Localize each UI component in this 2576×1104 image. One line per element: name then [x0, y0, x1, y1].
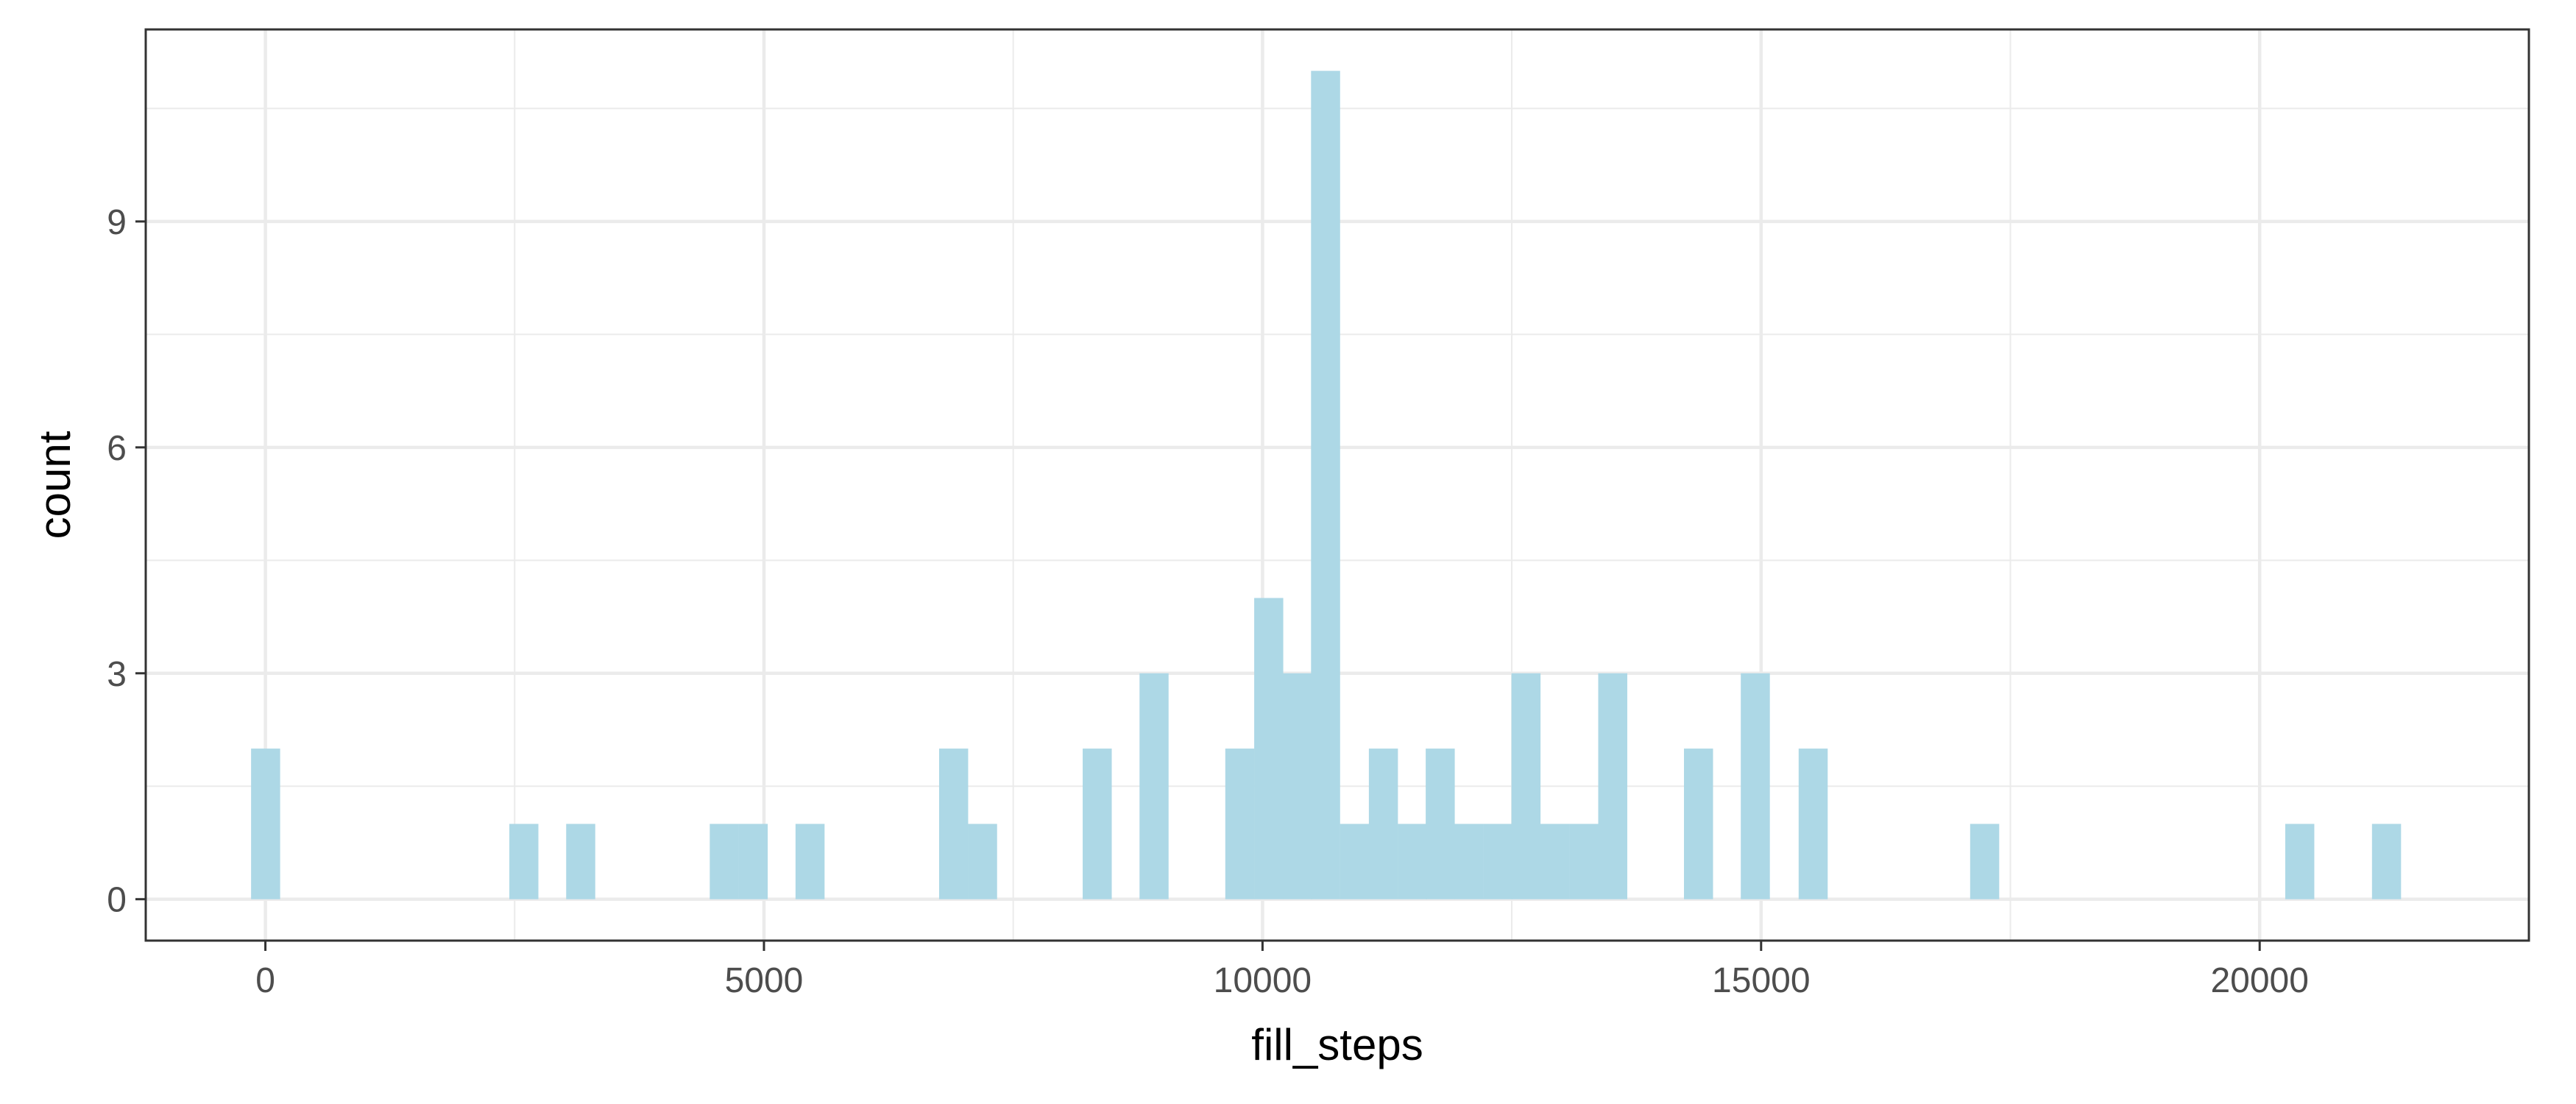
histogram-bar — [738, 824, 768, 899]
histogram-bar — [251, 749, 280, 899]
histogram-bar — [2285, 824, 2315, 899]
x-axis-ticks — [264, 941, 2261, 951]
histogram-bar — [1139, 673, 1169, 899]
y-axis-tick-labels: 0 3 6 9 — [107, 203, 127, 920]
histogram-bar — [2371, 824, 2402, 899]
histogram-bar — [1340, 824, 1370, 899]
histogram-bar — [1454, 824, 1484, 899]
y-tick-label: 9 — [107, 203, 127, 242]
histogram-bar — [1970, 824, 2000, 899]
histogram-bar — [1283, 673, 1312, 899]
y-tick-label: 3 — [107, 655, 127, 694]
histogram-bar — [1483, 824, 1513, 899]
x-tick-label: 15000 — [1712, 961, 1810, 1000]
histogram-bar — [938, 749, 969, 899]
histogram-bars — [251, 71, 2402, 899]
y-axis-title: count — [30, 431, 79, 539]
x-tick-label: 0 — [255, 961, 275, 1000]
histogram-bar — [1398, 824, 1427, 899]
x-tick-label: 5000 — [725, 961, 804, 1000]
histogram-bar — [1254, 598, 1284, 899]
x-tick-label: 20000 — [2210, 961, 2308, 1000]
histogram-bar — [1741, 673, 1770, 899]
x-axis-tick-labels: 0 5000 10000 15000 20000 — [255, 961, 2309, 1000]
histogram-bar — [1368, 749, 1398, 899]
x-tick-label: 10000 — [1214, 961, 1312, 1000]
histogram-bar — [1798, 749, 1828, 899]
y-axis-ticks — [135, 220, 146, 901]
histogram-bar — [968, 824, 997, 899]
histogram-bar — [1598, 673, 1627, 899]
y-tick-label: 0 — [107, 881, 127, 920]
histogram-bar — [1311, 71, 1340, 899]
histogram-bar — [566, 824, 595, 899]
histogram-bar — [1426, 749, 1455, 899]
y-tick-label: 6 — [107, 429, 127, 468]
histogram-bar — [1569, 824, 1599, 899]
histogram-bar — [509, 824, 539, 899]
histogram-bar — [1225, 749, 1255, 899]
histogram-bar — [1511, 673, 1541, 899]
histogram-bar — [1083, 749, 1112, 899]
histogram-bar — [1540, 824, 1570, 899]
x-axis-title: fill_steps — [1251, 1020, 1423, 1069]
histogram-bar — [795, 824, 825, 899]
histogram-bar — [1684, 749, 1713, 899]
histogram-bar — [710, 824, 739, 899]
panel-border — [144, 28, 2530, 942]
